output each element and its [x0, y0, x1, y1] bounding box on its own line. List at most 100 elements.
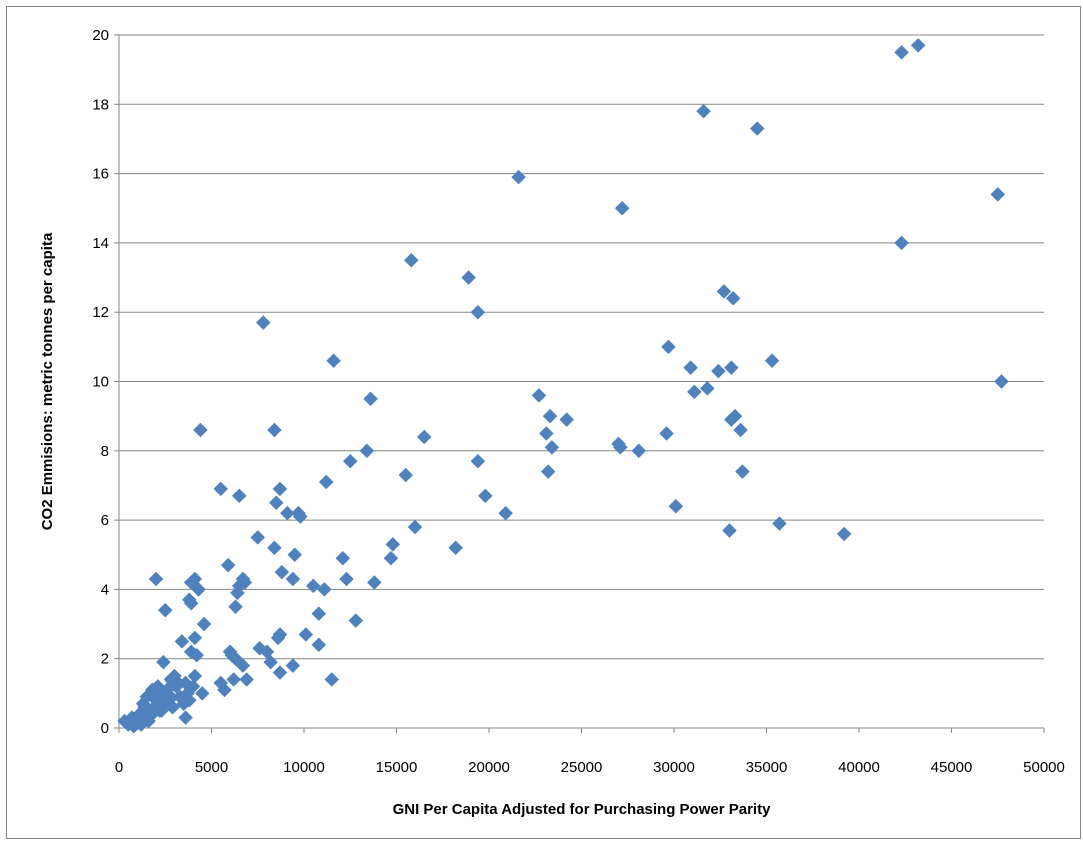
- data-point: [544, 439, 560, 455]
- data-point: [498, 505, 514, 521]
- data-point: [723, 412, 739, 427]
- x-tick-label: 50000: [1023, 759, 1065, 776]
- data-point: [255, 315, 271, 330]
- data-point: [279, 505, 295, 521]
- data-point: [130, 715, 145, 731]
- data-point: [250, 530, 266, 545]
- data-point: [185, 679, 201, 694]
- data-point: [403, 252, 419, 268]
- data-point: [287, 547, 303, 563]
- data-point: [348, 613, 364, 628]
- data-point: [176, 696, 192, 712]
- y-tick-label: 8: [101, 443, 109, 460]
- data-point: [144, 682, 160, 698]
- x-axis-title: GNI Per Capita Adjusted for Purchasing P…: [393, 801, 772, 818]
- data-point: [268, 495, 284, 511]
- data-point: [723, 360, 739, 375]
- data-point: [910, 38, 926, 53]
- x-tick-label: 35000: [746, 759, 788, 776]
- data-point: [220, 557, 236, 573]
- data-point: [230, 585, 245, 601]
- x-tick-label: 45000: [931, 759, 973, 776]
- data-point: [274, 564, 290, 580]
- y-tick-label: 18: [92, 96, 109, 113]
- x-tick-label: 20000: [468, 759, 510, 776]
- data-point: [470, 304, 486, 320]
- data-point: [994, 374, 1009, 389]
- data-point: [448, 540, 464, 556]
- data-point: [285, 571, 301, 587]
- data-point: [363, 391, 378, 407]
- data-point: [540, 464, 556, 479]
- data-point: [383, 550, 399, 566]
- data-point: [733, 422, 748, 438]
- data-point: [228, 599, 243, 615]
- data-point: [538, 426, 554, 441]
- data-point: [699, 381, 715, 396]
- data-point: [398, 467, 414, 483]
- data-point: [764, 353, 780, 369]
- y-tick-label: 12: [92, 304, 109, 321]
- data-point: [285, 658, 301, 673]
- data-point: [226, 672, 242, 687]
- data-point: [686, 384, 702, 400]
- data-point: [267, 422, 282, 438]
- data-point: [156, 654, 171, 670]
- data-point: [894, 235, 909, 251]
- data-point: [183, 595, 199, 611]
- y-tick-label: 14: [92, 235, 109, 252]
- x-tick-label: 5000: [195, 759, 228, 776]
- data-point: [272, 627, 288, 642]
- data-point: [339, 571, 354, 587]
- data-point: [749, 121, 765, 136]
- data-point: [326, 353, 341, 369]
- data-point: [318, 474, 334, 490]
- data-point: [187, 630, 203, 646]
- x-tick-label: 0: [115, 759, 123, 776]
- axes: [114, 34, 1045, 733]
- data-point: [716, 284, 732, 299]
- x-tick-label: 30000: [653, 759, 695, 776]
- data-point: [735, 464, 750, 479]
- x-tick-label: 15000: [376, 759, 418, 776]
- data-point: [194, 685, 210, 701]
- data-point: [614, 200, 630, 216]
- y-tick-label: 10: [92, 374, 109, 391]
- data-point: [231, 488, 247, 504]
- data-point: [178, 710, 193, 725]
- data-point: [137, 699, 153, 715]
- data-point: [668, 498, 684, 514]
- data-point: [836, 526, 852, 542]
- data-point: [174, 634, 190, 649]
- data-point: [366, 575, 382, 590]
- data-point: [161, 692, 177, 708]
- x-tick-labels: 0 5000 10000 15000 20000 25000 30000 35000 40000…: [115, 759, 1065, 776]
- data-point: [559, 412, 575, 427]
- y-axis-title: CO2 Emmisions: metric tonnes per capita: [39, 232, 56, 530]
- y-tick-label: 20: [92, 27, 109, 44]
- y-tick-label: 0: [101, 720, 109, 737]
- y-tick-labels: 0 2 4 6 8 10 12 14 16 18 20: [92, 27, 109, 737]
- gridlines: [119, 34, 1044, 660]
- data-point: [239, 672, 255, 687]
- data-point: [477, 488, 493, 504]
- data-point: [305, 578, 321, 594]
- x-tick-label: 10000: [283, 759, 325, 776]
- data-point: [263, 654, 279, 670]
- y-tick-label: 2: [101, 651, 109, 668]
- data-point: [470, 453, 486, 469]
- data-point: [193, 422, 208, 438]
- data-point: [531, 388, 547, 403]
- data-point: [189, 647, 205, 663]
- data-point: [359, 443, 375, 459]
- data-point: [385, 537, 401, 552]
- data-point: [196, 616, 212, 632]
- data-point: [722, 523, 737, 538]
- data-point: [725, 290, 741, 306]
- data-point: [631, 443, 647, 459]
- data-point: [416, 429, 432, 445]
- data-point: [772, 516, 787, 531]
- data-points: [117, 38, 1009, 734]
- data-point: [311, 637, 327, 653]
- data-point: [191, 582, 206, 597]
